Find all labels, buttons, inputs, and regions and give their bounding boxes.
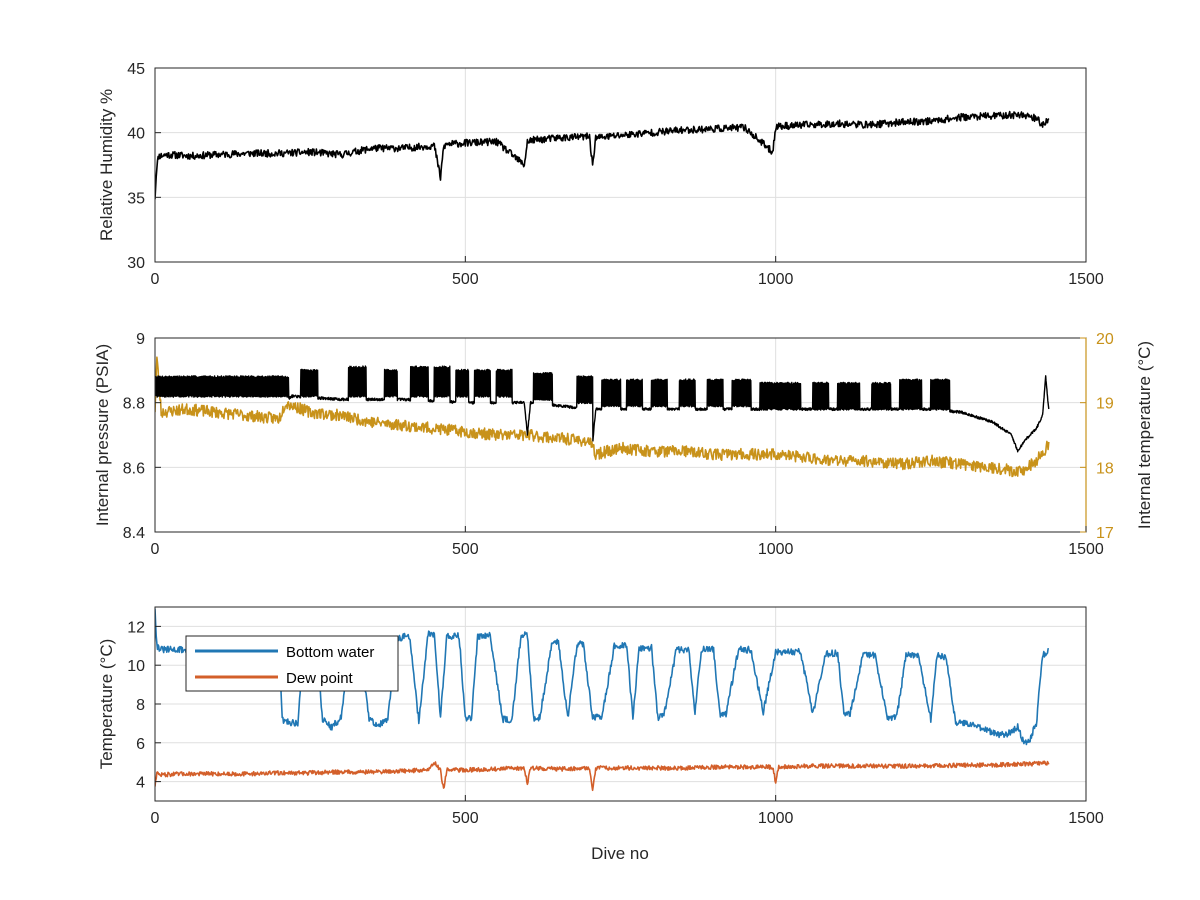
y-tick-label: 35 [127, 190, 145, 207]
pressure-y-axis-label: Internal pressure (PSIA) [93, 344, 112, 526]
dew-point-series-line [155, 760, 1050, 792]
x-tick-label: 500 [452, 271, 479, 288]
temperature-panel: 0 500 1000 1500 4 6 8 10 12 Temperature (°C) Div… [97, 606, 1104, 863]
y-tick-label: 12 [127, 619, 145, 636]
y-tick-label: 9 [136, 331, 145, 348]
y-right-tick-label: 20 [1096, 331, 1114, 348]
pressure-data [155, 356, 1050, 478]
x-tick-label: 1500 [1068, 541, 1104, 558]
internal-pressure-series-line [155, 365, 1050, 453]
y-tick-label: 10 [127, 658, 145, 675]
y-tick-label: 6 [136, 736, 145, 753]
y-tick-label: 8.4 [123, 525, 145, 542]
x-tick-label: 1000 [758, 541, 794, 558]
x-tick-label: 0 [151, 271, 160, 288]
legend-box [185, 635, 399, 692]
humidity-panel: 0 500 1000 1500 30 35 40 45 Relative Humidity % [97, 61, 1104, 288]
x-tick-label: 500 [452, 810, 479, 827]
y-tick-label: 8.8 [123, 396, 145, 413]
legend: Bottom water Dew point [185, 635, 399, 692]
x-tick-label: 1000 [758, 810, 794, 827]
y-right-tick-label: 17 [1096, 525, 1114, 542]
humidity-ticks: 0 500 1000 1500 30 35 40 45 [127, 61, 1104, 288]
internal-temperature-y-axis-label: Internal temperature (°C) [1135, 341, 1154, 529]
y-right-tick-label: 18 [1096, 460, 1114, 477]
pressure-ticks: 0 500 1000 1500 8.4 8.6 8.8 9 17 18 19 20 [123, 331, 1114, 558]
x-tick-label: 1000 [758, 271, 794, 288]
x-tick-label: 1500 [1068, 271, 1104, 288]
legend-label-bottom-water: Bottom water [286, 644, 374, 661]
x-tick-label: 0 [151, 541, 160, 558]
x-tick-label: 0 [151, 810, 160, 827]
temperature-ticks: 0 500 1000 1500 4 6 8 10 12 [127, 619, 1104, 827]
x-tick-label: 500 [452, 541, 479, 558]
humidity-data [155, 110, 1050, 200]
humidity-series-line [155, 110, 1050, 200]
y-tick-label: 8.6 [123, 460, 145, 477]
x-axis-label: Dive no [591, 844, 649, 863]
internal-temperature-series-line [155, 356, 1050, 478]
y-right-tick-label: 19 [1096, 396, 1114, 413]
y-tick-label: 40 [127, 126, 145, 143]
humidity-axes-frame [154, 67, 1087, 263]
y-tick-label: 8 [136, 697, 145, 714]
x-tick-label: 1500 [1068, 810, 1104, 827]
y-tick-label: 4 [136, 775, 145, 792]
y-tick-label: 30 [127, 255, 145, 272]
temperature-y-axis-label: Temperature (°C) [97, 639, 116, 770]
pressure-panel: 0 500 1000 1500 8.4 8.6 8.8 9 17 18 19 20 Internal … [93, 331, 1154, 558]
y-tick-label: 45 [127, 61, 145, 78]
humidity-y-axis-label: Relative Humidity % [97, 89, 116, 241]
legend-label-dew-point: Dew point [286, 670, 354, 687]
